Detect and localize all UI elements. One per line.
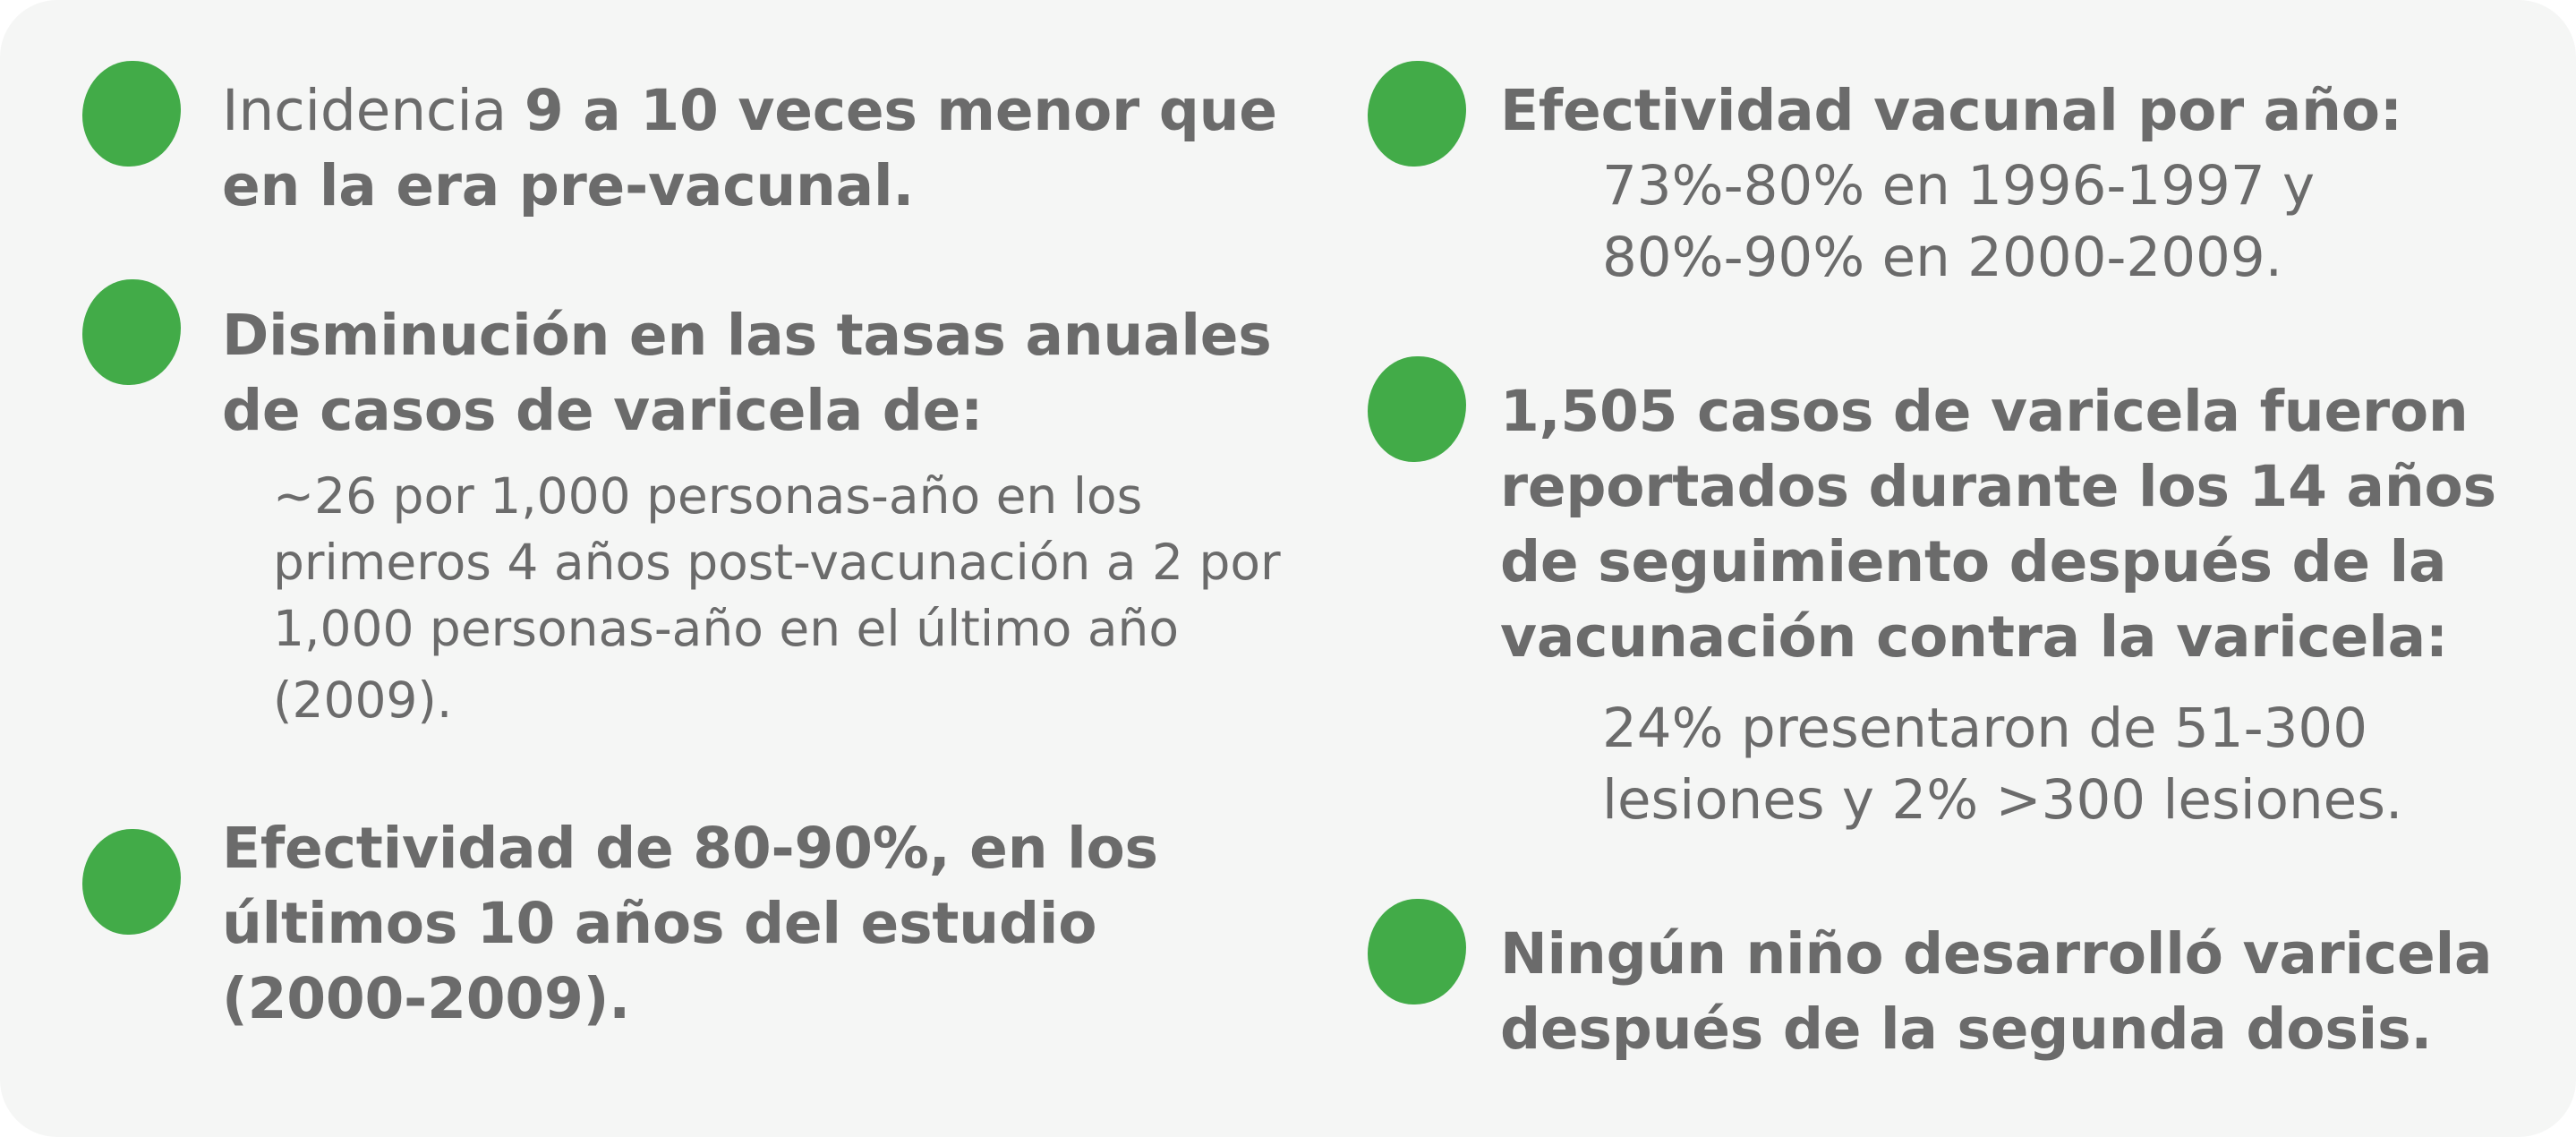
fact-incidence: Incidencia 9 a 10 veces menor que en la … [222, 73, 1277, 224]
fact-cases-line-4: vacunación contra la varicela: [1500, 604, 2448, 670]
fact-annual-rates-line-2: de casos de varicela de: [222, 378, 984, 443]
fact-second-dose-line-1: Ningún niño desarrolló varicela [1500, 921, 2493, 987]
fact-cases-reported: 1,505 casos de varicela fueron reportado… [1500, 374, 2496, 675]
detail-line: ~26 por 1,000 personas-año en los [273, 467, 1143, 525]
detail-line: (2009). [273, 671, 453, 729]
green-dot-icon [1368, 899, 1466, 1004]
green-dot-icon [82, 829, 181, 935]
fact-incidence-line-2: en la era pre-vacunal. [222, 153, 915, 218]
fact-incidence-emphasis: 9 a 10 veces menor que [524, 78, 1277, 143]
fact-second-dose: Ningún niño desarrolló varicela después … [1500, 917, 2493, 1067]
detail-line: 24% presentaron de 51-300 [1602, 697, 2368, 760]
fact-yearly-effectiveness-detail: 73%-80% en 1996-1997 y 80%-90% en 2000-2… [1602, 150, 2315, 294]
green-dot-icon [82, 61, 181, 167]
fact-annual-rates: Disminución en las tasas anuales de caso… [222, 298, 1272, 449]
fact-cases-line-3: de seguimiento después de la [1500, 529, 2447, 594]
fact-cases-line-1: 1,505 casos de varicela fueron [1500, 379, 2469, 444]
fact-incidence-lead: Incidencia [222, 78, 525, 143]
fact-effectiveness-line-1: Efectividad de 80-90%, en los [222, 816, 1158, 881]
green-dot-icon [82, 279, 181, 385]
fact-effectiveness-line-3: (2000-2009). [222, 966, 630, 1031]
detail-line: lesiones y 2% >300 lesiones. [1602, 768, 2403, 832]
detail-line: primeros 4 años post-vacunación a 2 por [273, 534, 1281, 591]
detail-line: 73%-80% en 1996-1997 y [1602, 154, 2316, 218]
detail-line: 1,000 personas-año en el último año [273, 600, 1180, 657]
fact-yearly-effectiveness-title: Efectividad vacunal por año: [1500, 78, 2402, 143]
fact-annual-rates-detail: ~26 por 1,000 personas-año en los primer… [273, 463, 1281, 733]
fact-effectiveness-line-2: últimos 10 años del estudio [222, 891, 1097, 956]
fact-cases-line-2: reportados durante los 14 años [1500, 454, 2496, 519]
fact-annual-rates-line-1: Disminución en las tasas anuales [222, 303, 1272, 368]
green-dot-icon [1368, 61, 1466, 167]
green-dot-icon [1368, 356, 1466, 462]
fact-cases-detail: 24% presentaron de 51-300 lesiones y 2% … [1602, 693, 2402, 836]
detail-line: 80%-90% en 2000-2009. [1602, 226, 2283, 289]
fact-second-dose-line-2: después de la segunda dosis. [1500, 996, 2433, 1062]
fact-yearly-effectiveness: Efectividad vacunal por año: [1500, 73, 2402, 149]
fact-effectiveness: Efectividad de 80-90%, en los últimos 10… [222, 811, 1158, 1037]
